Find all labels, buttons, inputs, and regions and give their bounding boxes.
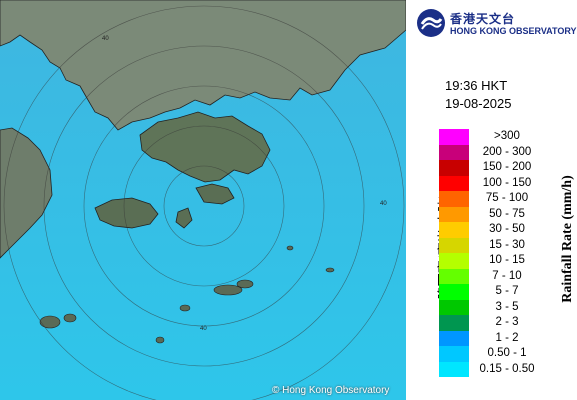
- copyright-notice: © Hong Kong Observatory: [272, 385, 390, 396]
- legend-label: 150 - 200: [482, 161, 532, 173]
- legend-swatch: [439, 222, 469, 238]
- legend-swatch: [439, 315, 469, 331]
- legend-label: 0.15 - 0.50: [479, 362, 535, 375]
- ring-label-north: 40: [102, 36, 109, 42]
- org-name-chinese: 香港天文台: [450, 12, 516, 26]
- legend-label: 15 - 30: [489, 238, 525, 251]
- legend-label: 10 - 15: [489, 254, 525, 266]
- hko-logo-icon: [417, 9, 445, 37]
- legend-label: 2 - 3: [495, 316, 519, 328]
- org-name-english: HONG KONG OBSERVATORY: [450, 26, 577, 36]
- legend-swatch: [439, 175, 469, 191]
- legend-label: 50 - 75: [489, 207, 525, 220]
- legend-swatch: [439, 268, 469, 284]
- legend-swatch: [439, 299, 469, 315]
- legend-swatch: [439, 346, 469, 362]
- west-coast: [0, 127, 53, 259]
- legend-label: 3 - 5: [495, 300, 519, 313]
- observation-date: 19-08-2025: [445, 96, 512, 111]
- legend-swatch: [439, 253, 469, 269]
- range-rings: [3, 5, 405, 400]
- legend-swatch: [439, 237, 469, 253]
- lamma-island: [175, 207, 193, 229]
- radar-map: 40 40 40: [0, 0, 406, 400]
- observation-time: 19:36 HKT: [445, 78, 508, 93]
- legend-swatch: [439, 191, 469, 207]
- hk-island: [195, 183, 235, 205]
- legend-swatch: [439, 361, 469, 377]
- legend-swatches: [439, 129, 469, 377]
- hong-kong-land: [139, 111, 271, 183]
- legend-panel: 香港天文台 HONG KONG OBSERVATORY 19:36 HKT 19…: [406, 0, 577, 400]
- legend-label: 7 - 10: [492, 269, 522, 282]
- legend-swatch: [439, 284, 469, 300]
- legend-label: 0.50 - 1: [487, 347, 527, 359]
- ring-label-east: 40: [380, 201, 387, 207]
- legend-label: 5 - 7: [495, 285, 519, 297]
- legend-swatch: [439, 160, 469, 176]
- legend-unit-english: Rainfall Rate (mm/h): [560, 175, 575, 303]
- legend-label: 1 - 2: [495, 331, 519, 344]
- mainland: [0, 0, 406, 131]
- lantau-island: [94, 197, 159, 229]
- legend-label: 75 - 100: [485, 192, 529, 204]
- legend-swatch: [439, 206, 469, 222]
- legend-label: >300: [494, 130, 520, 142]
- legend-label: 100 - 150: [482, 176, 532, 189]
- outlying-islands: [39, 245, 335, 344]
- legend-label: 30 - 50: [489, 223, 525, 235]
- legend-swatch: [439, 330, 469, 346]
- ring-label-south: 40: [200, 326, 207, 332]
- legend-labels: >300 200 - 300 150 - 200 100 - 150 75 - 100 5…: [472, 129, 542, 377]
- legend-swatch: [439, 144, 469, 160]
- legend-swatch: [439, 129, 469, 145]
- legend-label: 200 - 300: [482, 145, 532, 158]
